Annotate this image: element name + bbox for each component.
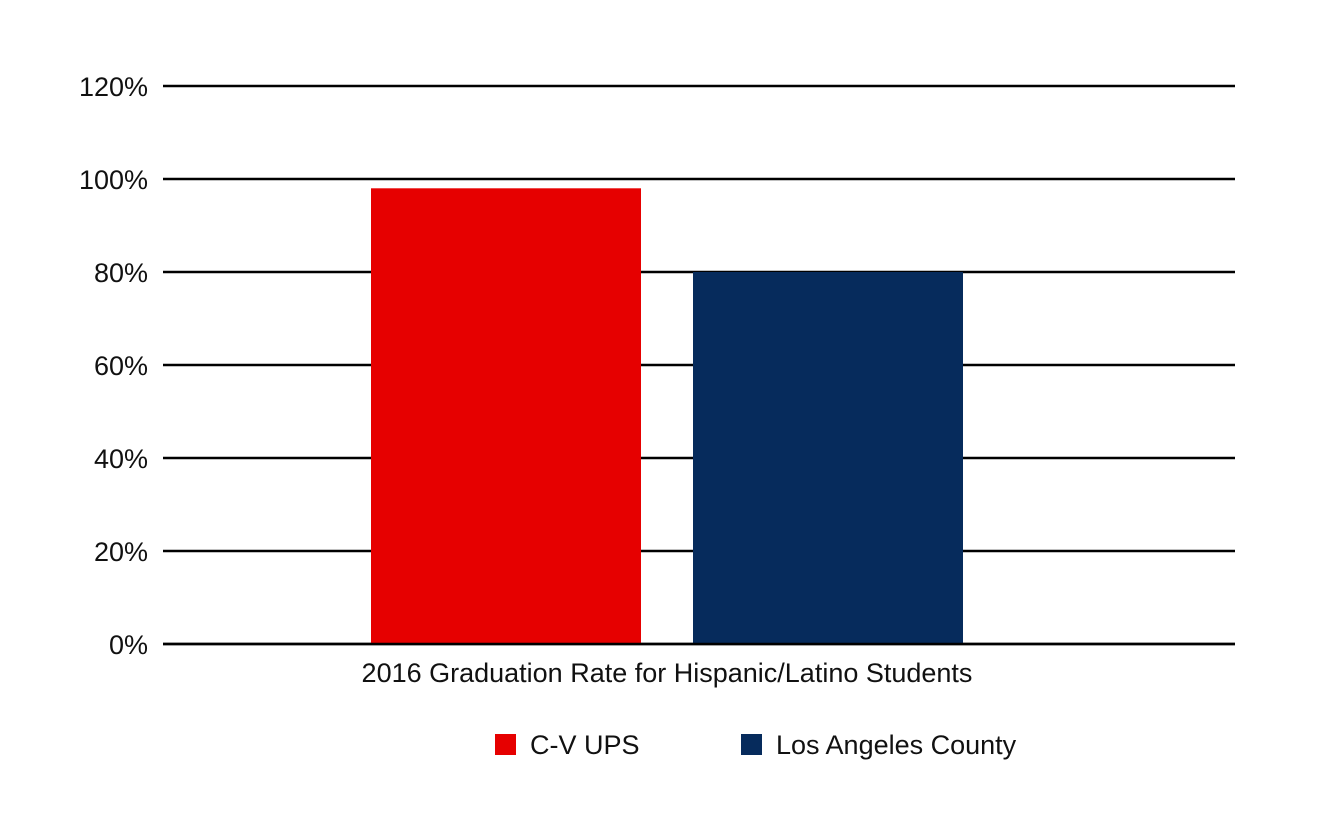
legend-swatch xyxy=(741,734,762,755)
legend-label: Los Angeles County xyxy=(776,730,1017,760)
axis-labels: 0% 20% 40% 60% 80% 100% 120% 2016 Graduation Ra… xyxy=(79,72,973,688)
bar-c-v-ups xyxy=(371,188,641,645)
y-tick-label: 60% xyxy=(94,351,148,381)
bar-los-angeles-county xyxy=(693,272,963,644)
y-tick-label: 0% xyxy=(109,630,148,660)
legend-label: C-V UPS xyxy=(530,730,640,760)
legend-swatch xyxy=(495,734,516,755)
bars xyxy=(163,188,1235,646)
y-tick-label: 20% xyxy=(94,537,148,567)
y-tick-label: 80% xyxy=(94,258,148,288)
y-tick-label: 120% xyxy=(79,72,148,102)
y-tick-label: 40% xyxy=(94,444,148,474)
legend: C-V UPS Los Angeles County xyxy=(495,730,1017,760)
y-tick-label: 100% xyxy=(79,165,148,195)
x-category-label: 2016 Graduation Rate for Hispanic/Latino… xyxy=(362,658,973,688)
